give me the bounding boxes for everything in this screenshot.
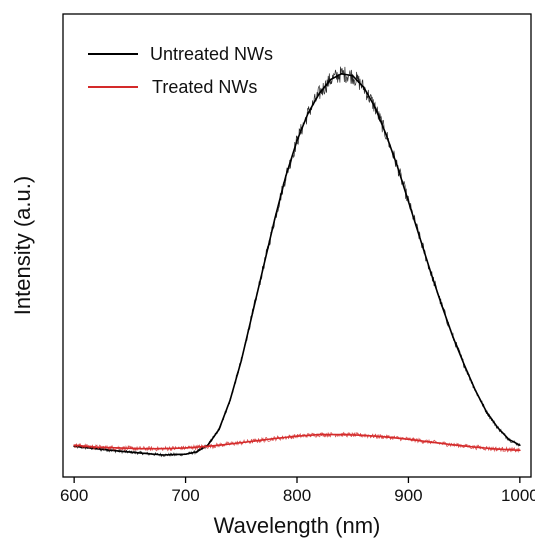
data-point (285, 175, 287, 177)
data-point (385, 436, 387, 438)
x-tick-label: 800 (283, 486, 311, 505)
data-point (507, 438, 510, 441)
data-point (385, 133, 387, 136)
data-point (184, 447, 187, 449)
data-point (95, 446, 98, 448)
data-point (218, 428, 220, 431)
plot-frame (62, 13, 532, 478)
series-treated-line (73, 431, 521, 454)
data-point (251, 440, 254, 443)
data-point (296, 139, 298, 142)
data-point (374, 106, 376, 108)
x-axis-ticks: 600 700 800 900 1000 (60, 477, 535, 505)
data-point (207, 445, 209, 448)
legend: Untreated NWs Treated NWs (88, 44, 273, 97)
x-tick-label: 900 (394, 486, 422, 505)
data-point (474, 446, 477, 448)
data-point (519, 449, 521, 452)
data-point (162, 447, 165, 450)
x-axis-title: Wavelength (nm) (214, 513, 381, 538)
plot-area (73, 66, 521, 458)
data-point (429, 271, 432, 274)
data-point (162, 454, 165, 456)
data-point (329, 78, 332, 81)
x-tick-label: 1000 (501, 486, 535, 505)
data-point (452, 336, 454, 338)
data-point (429, 441, 432, 443)
data-point (441, 304, 443, 307)
x-tick-label: 700 (171, 486, 199, 505)
data-point (95, 447, 98, 450)
data-point (240, 359, 243, 362)
data-point (318, 433, 321, 436)
legend-item: Treated NWs (88, 77, 257, 97)
data-point (396, 165, 399, 167)
data-point (363, 86, 365, 89)
data-point (140, 452, 142, 454)
data-point (519, 444, 521, 446)
data-point (407, 200, 410, 203)
data-point (251, 312, 254, 315)
data-point (485, 410, 488, 413)
data-point (407, 438, 410, 441)
data-point (474, 389, 477, 391)
data-point (318, 92, 321, 95)
data-point (229, 399, 231, 401)
data-point (229, 443, 231, 445)
data-point (351, 74, 354, 77)
data-point (418, 236, 421, 238)
data-point (73, 444, 75, 446)
data-point (363, 434, 365, 437)
data-point (273, 437, 276, 440)
data-point (262, 265, 265, 268)
legend-label: Untreated NWs (150, 44, 273, 64)
data-point (296, 435, 298, 437)
data-point (463, 363, 465, 366)
data-point (117, 450, 120, 452)
legend-label: Treated NWs (152, 77, 257, 97)
y-axis-title: Intensity (a.u.) (10, 176, 35, 315)
data-point (340, 433, 343, 436)
data-point (496, 426, 499, 429)
data-point (117, 447, 120, 449)
data-point (307, 112, 309, 114)
data-point (496, 448, 499, 450)
series-noise-trace (73, 66, 520, 458)
data-point (452, 443, 454, 446)
x-tick-label: 600 (60, 486, 88, 505)
series-untreated-line (73, 66, 521, 458)
legend-item: Untreated NWs (88, 44, 273, 64)
data-point (140, 447, 142, 450)
data-point (195, 451, 198, 453)
data-point (340, 72, 343, 75)
series-line (74, 72, 521, 456)
data-point (184, 453, 187, 456)
data-point (273, 218, 276, 220)
